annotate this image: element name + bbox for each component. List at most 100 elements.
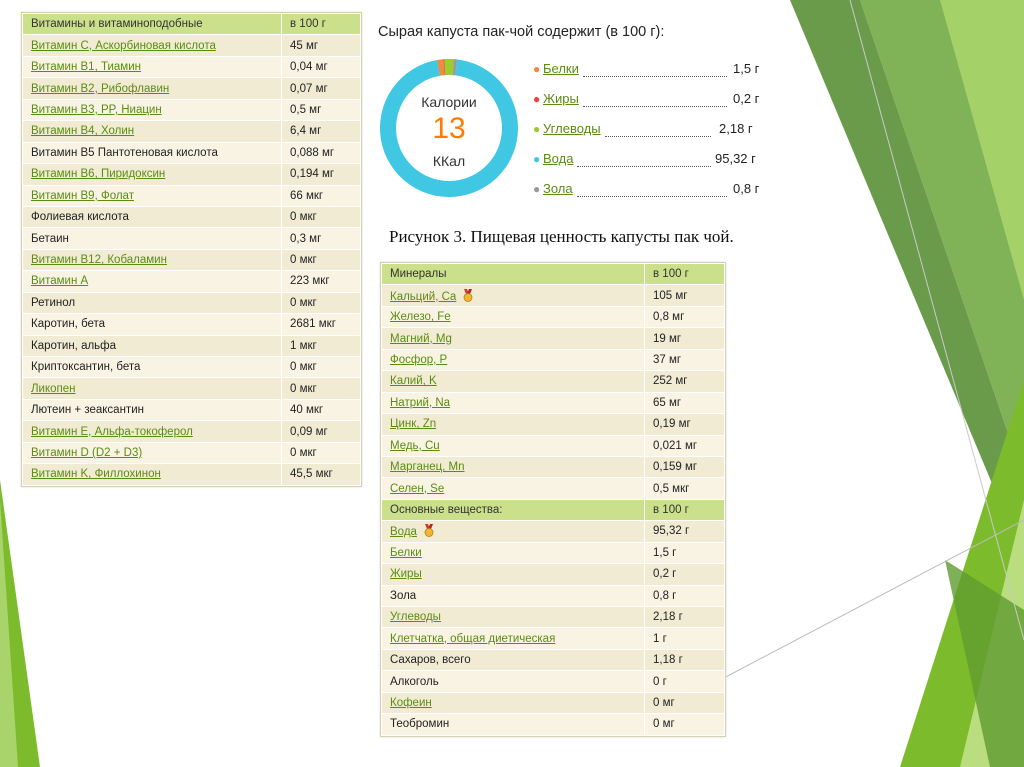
nutrient-link[interactable]: Марганец, Mn <box>390 461 465 474</box>
table-row: Жиры 0,2 г <box>381 563 725 586</box>
nutrient-value-cell: 0,19 мг <box>644 413 725 436</box>
nutrient-link[interactable]: Витамин A <box>31 275 89 288</box>
nutrient-value-cell: 40 мкг <box>281 398 361 422</box>
nutrient-link[interactable]: Магний, Mg <box>390 332 452 345</box>
nutrient-name-cell: Цинк, Zn <box>381 413 645 436</box>
nutrient-link[interactable]: Витамин B3, PP, Ниацин <box>31 103 162 116</box>
header-name-cell: Витамины и витаминоподобные <box>22 12 282 36</box>
table-row: Теобромин 0 мг <box>381 713 725 736</box>
nutrient-value-cell: 1,5 г <box>644 541 725 565</box>
nutrient-link[interactable]: Фосфор, P <box>390 353 448 366</box>
nutrient-link[interactable]: Белки <box>390 546 422 559</box>
nutrient-name-cell: Магний, Mg <box>381 327 645 350</box>
basics-header-row: Основные вещества: в 100 г <box>381 498 725 522</box>
table-row: Витамин B6, Пиридоксин 0,194 мг <box>22 163 361 186</box>
table-row: Ретинол 0 мкг <box>22 291 361 315</box>
table-row: Бетаин 0,3 мг <box>22 227 361 250</box>
nutrient-name-cell: Витамин B9, Фолат <box>22 184 282 207</box>
nutrient-link[interactable]: Витамин C, Аскорбиновая кислота <box>31 39 216 52</box>
nutrient-link[interactable]: Витамин B6, Пиридоксин <box>31 168 166 181</box>
table-row: Витамин B12, Кобаламин 0 мкг <box>22 248 361 272</box>
nutrient-value-cell: 0 мкг <box>281 441 361 465</box>
nutrient-value-cell: 19 мг <box>644 327 725 350</box>
nutrient-link[interactable]: Витамин B9, Фолат <box>31 189 134 202</box>
nutrient-value-cell: 65 мг <box>644 391 725 415</box>
nutrient-value-cell: 0 мг <box>644 691 725 715</box>
nutrient-link[interactable]: Витамин E, Альфа-токоферол <box>31 425 193 438</box>
nutrient-link[interactable]: Витамин B2, Рибофлавин <box>31 82 170 95</box>
nutrient-name-cell: Витамин B3, PP, Ниацин <box>22 98 282 122</box>
nutrient-name-cell: Натрий, Na <box>381 391 645 415</box>
nutrient-value-cell: 0,021 мг <box>644 434 725 457</box>
nutrient-link[interactable]: Витамин B1, Тиамин <box>31 61 141 74</box>
macro-link[interactable]: Белки <box>543 61 579 76</box>
calories-donut-chart <box>380 59 518 197</box>
summary-title: Сырая капуста пак-чой содержит (в 100 г)… <box>378 24 665 40</box>
nutrient-value-cell: 0 мкг <box>281 291 361 315</box>
table-row: Клетчатка, общая диетическая 1 г <box>381 627 725 650</box>
nutrient-name-cell: Каротин, альфа <box>22 334 282 358</box>
nutrient-link[interactable]: Витамин D (D2 + D3) <box>31 446 143 459</box>
nutrient-value-cell: 0,07 мг <box>281 77 361 100</box>
nutrient-link[interactable]: Цинк, Zn <box>390 418 437 431</box>
nutrient-name-cell: Зола <box>381 584 645 608</box>
nutrient-link[interactable]: Витамин B4, Холин <box>31 125 135 138</box>
table-row: Кальций, Ca 105 мг <box>381 284 725 307</box>
nutrient-link[interactable]: Железо, Fe <box>390 311 451 324</box>
table-row: Витамин A 223 мкг <box>22 270 361 293</box>
legend-dot-icon: ● <box>533 92 541 106</box>
nutrient-value-cell: 0,8 мг <box>644 305 725 329</box>
nutrient-value-cell: 0,8 г <box>644 584 725 608</box>
nutrient-link[interactable]: Ликопен <box>31 382 76 395</box>
nutrient-name-cell: Витамин K, Филлохинон <box>22 463 282 486</box>
macro-value: 95,32 г <box>715 151 756 166</box>
nutrient-link[interactable]: Витамин B12, Кобаламин <box>31 254 167 267</box>
macro-link[interactable]: Вода <box>543 151 574 166</box>
nutrient-link[interactable]: Жиры <box>390 568 422 581</box>
nutrient-link[interactable]: Углеводы <box>390 611 441 624</box>
nutrient-name-cell: Криптоксантин, бета <box>22 355 282 379</box>
nutrient-link[interactable]: Кальций, Ca <box>390 290 457 303</box>
header-value-cell: в 100 г <box>281 12 361 36</box>
nutrient-link[interactable]: Клетчатка, общая диетическая <box>390 632 556 645</box>
minerals-table: Минералы в 100 г Кальций, Ca 105 мг Железо, … <box>380 262 726 737</box>
table-row: Вода 95,32 г <box>381 520 725 543</box>
nutrient-link[interactable]: Калий, K <box>390 375 437 388</box>
nutrient-name-cell: Клетчатка, общая диетическая <box>381 627 645 650</box>
nutrient-label: Витамин B5 Пантотеновая кислота <box>31 146 218 159</box>
nutrient-link[interactable]: Вода <box>390 526 417 539</box>
figure-caption: Рисунок 3. Пищевая ценность капусты пак … <box>389 227 734 246</box>
table-row: Витамин B9, Фолат 66 мкг <box>22 184 361 207</box>
nutrient-label: Лютеин + зеаксантин <box>31 404 144 417</box>
nutrient-link[interactable]: Кофеин <box>390 696 432 709</box>
nutrient-link[interactable]: Натрий, Na <box>390 396 451 409</box>
nutrient-value-cell: 0,194 мг <box>281 163 361 186</box>
nutrient-value-cell: 95,32 г <box>644 520 725 543</box>
donut-segment-0 <box>380 59 518 197</box>
nutrient-name-cell: Калий, K <box>381 370 645 393</box>
nutrient-value-cell: 0 мкг <box>281 205 361 229</box>
nutrient-name-cell: Кальций, Ca <box>381 284 645 307</box>
nutrient-link[interactable]: Медь, Cu <box>390 439 440 452</box>
nutrient-name-cell: Марганец, Mn <box>381 455 645 479</box>
table-row: Витамин B4, Холин 6,4 мг <box>22 120 361 143</box>
macro-value: 0,2 г <box>733 91 760 106</box>
nutrient-value-cell: 2,18 г <box>644 605 725 629</box>
macro-link[interactable]: Углеводы <box>543 121 601 136</box>
table-row: Витамин D (D2 + D3) 0 мкг <box>22 441 361 465</box>
nutrient-value-cell: 0,088 мг <box>281 141 361 165</box>
nutrient-link[interactable]: Витамин K, Филлохинон <box>31 468 161 481</box>
nutrient-name-cell: Ликопен <box>22 377 282 400</box>
nutrient-name-cell: Витамин A <box>22 270 282 293</box>
macro-link[interactable]: Жиры <box>543 91 579 106</box>
macro-value: 2,18 г <box>719 121 753 136</box>
header-name-cell: Минералы <box>381 262 645 286</box>
macro-legend-row: ● Жиры 0,2 г <box>533 91 773 111</box>
nutrient-name-cell: Витамин B1, Тиамин <box>22 55 282 79</box>
nutrient-link[interactable]: Селен, Se <box>390 482 445 495</box>
nutrient-value-cell: 66 мкг <box>281 184 361 207</box>
nutrient-name-cell: Витамин B6, Пиридоксин <box>22 163 282 186</box>
table-row: Углеводы 2,18 г <box>381 605 725 629</box>
macro-link[interactable]: Зола <box>543 181 573 196</box>
